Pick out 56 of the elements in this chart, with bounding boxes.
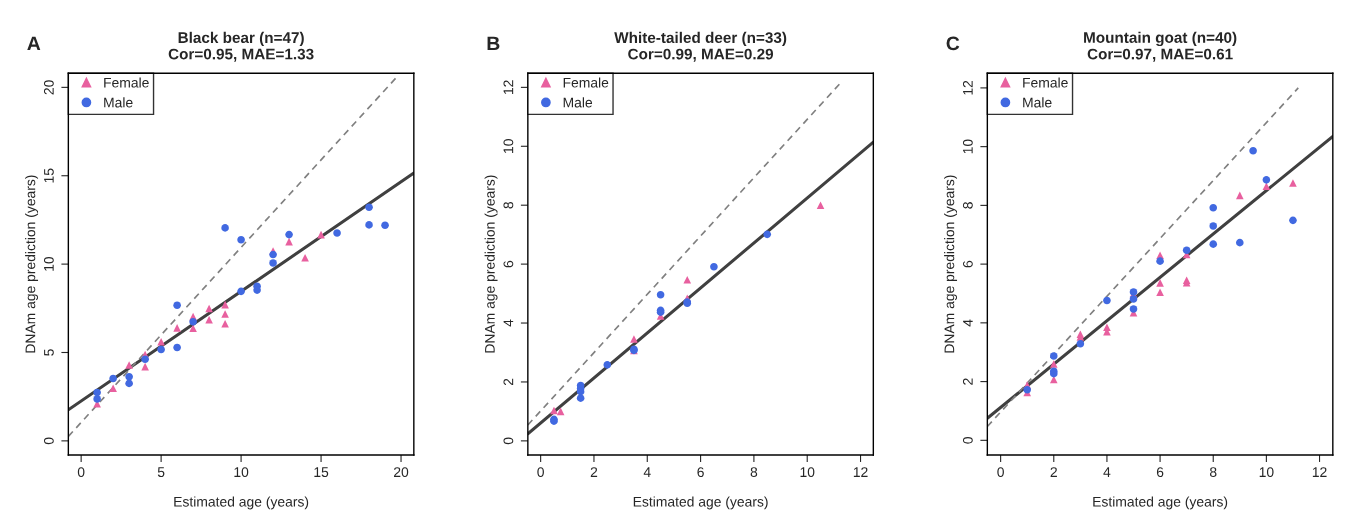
chart-title: White-tailed deer (n=33) Cor=0.99, MAE=0.29 [614, 31, 787, 62]
x-tick-label: 10 [800, 467, 815, 478]
y-tick-label: 6 [962, 260, 973, 268]
x-tick-label: 12 [1312, 467, 1327, 477]
legend-label: Male [1023, 97, 1052, 108]
y-tick-label: 8 [962, 202, 973, 209]
x-tick-label: 10 [234, 467, 249, 478]
x-tick-label: 4 [1103, 467, 1111, 477]
y-tick-label: 5 [44, 349, 54, 356]
x-axis-title: Estimated age (years) [633, 496, 768, 510]
y-tick-label: 15 [44, 168, 54, 183]
x-tick-label: 20 [394, 467, 409, 478]
y-tick-label: 8 [503, 201, 514, 209]
x-tick-label: 8 [1209, 467, 1217, 478]
x-axis-title: Estimated age (years) [174, 496, 309, 510]
y-tick-label: 20 [43, 80, 54, 95]
legend-label: Female [104, 77, 149, 88]
x-tick-label: 15 [314, 467, 329, 478]
chart-title: Mountain goat (n=40) Cor=0.97, MAE=0.61 [1084, 31, 1237, 62]
y-tick-label: 2 [962, 378, 973, 385]
legend-label: Male [104, 97, 133, 108]
legend-label: Female [1023, 77, 1068, 88]
x-tick-label: 10 [1259, 467, 1274, 478]
y-tick-label: 10 [503, 139, 514, 153]
y-tick-label: 0 [503, 437, 514, 445]
y-tick-label: 4 [963, 319, 973, 327]
x-tick-label: 2 [590, 467, 598, 477]
y-axis-title: DNAm age prediction (years) [944, 175, 958, 353]
chart-title: Black bear (n=47) Cor=0.95, MAE=1.33 [168, 31, 314, 62]
legend-label: Female [563, 77, 609, 88]
y-tick-label: 0 [43, 437, 54, 445]
y-axis-title: DNAm age prediction (years) [25, 175, 39, 353]
y-tick-label: 6 [503, 260, 514, 268]
y-tick-label: 10 [962, 139, 973, 154]
x-tick-label: 6 [697, 467, 704, 478]
y-tick-label: 12 [962, 80, 973, 95]
x-axis-title: Estimated age (years) [1093, 496, 1228, 510]
y-tick-label: 2 [503, 378, 514, 386]
y-tick-label: 4 [503, 319, 514, 327]
y-tick-label: 10 [43, 256, 54, 271]
x-tick-label: 2 [1050, 467, 1057, 477]
legend-label: Male [563, 97, 593, 108]
text: A [27, 36, 41, 51]
x-tick-label: 0 [537, 467, 544, 478]
x-tick-label: 6 [1156, 467, 1164, 478]
x-tick-label: 8 [750, 467, 758, 478]
x-tick-label: 5 [157, 467, 165, 478]
text: B [487, 36, 500, 51]
text: C [946, 36, 960, 51]
y-axis-title: DNAm age prediction (years) [484, 175, 498, 353]
y-tick-label: 0 [962, 437, 973, 444]
x-tick-label: 0 [77, 467, 85, 478]
y-tick-label: 12 [503, 80, 514, 95]
x-tick-label: 4 [643, 467, 651, 477]
x-tick-label: 0 [997, 467, 1004, 478]
x-tick-label: 12 [853, 467, 868, 477]
